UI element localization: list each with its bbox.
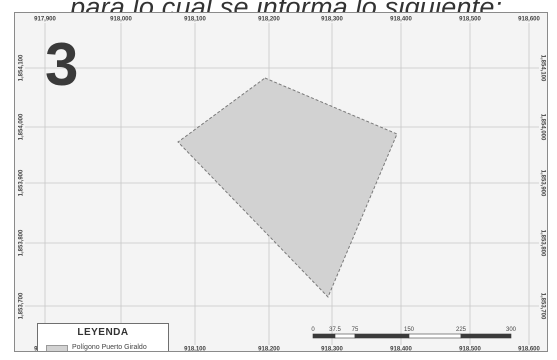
scale-bar-segment bbox=[354, 333, 410, 339]
scale-bar-label: 225 bbox=[456, 327, 467, 333]
scale-bar: 0 37.5 75 150 225 300 bbox=[311, 327, 517, 339]
x-tick-top: 918,100 bbox=[184, 17, 206, 23]
legend-box: LEYENDA Polígono Puerto Giraldo bbox=[37, 323, 169, 351]
coordinate-ticks: 917,900917,900918,000918,000918,100918,1… bbox=[19, 17, 546, 352]
x-tick-top: 918,300 bbox=[321, 17, 343, 23]
y-tick-right: 1,854,000 bbox=[539, 114, 545, 141]
x-tick-top: 917,900 bbox=[34, 17, 56, 23]
y-tick-right: 1,853,700 bbox=[539, 293, 545, 320]
map-canvas[interactable]: 917,900917,900918,000918,000918,100918,1… bbox=[15, 13, 548, 352]
map-frame[interactable]: 917,900917,900918,000918,000918,100918,1… bbox=[14, 12, 548, 352]
scale-bar-label: 150 bbox=[404, 327, 415, 333]
scale-bar-segment bbox=[312, 333, 336, 339]
legend-title: LEYENDA bbox=[77, 327, 129, 338]
x-tick-bottom: 918,200 bbox=[258, 347, 280, 352]
x-tick-bottom: 918,100 bbox=[184, 347, 206, 352]
x-tick-bottom: 918,400 bbox=[390, 347, 412, 352]
scale-bar-segment bbox=[460, 333, 512, 339]
legend-item-label: Polígono Puerto Giraldo bbox=[72, 344, 147, 351]
scale-bar-label: 0 bbox=[311, 327, 315, 333]
x-tick-top: 918,000 bbox=[110, 17, 132, 23]
scale-bar-segment bbox=[334, 333, 356, 339]
x-tick-top: 918,200 bbox=[258, 17, 280, 23]
x-tick-bottom: 918,600 bbox=[518, 347, 540, 352]
scale-bar-label: 37.5 bbox=[329, 327, 341, 333]
legend-swatch bbox=[46, 345, 68, 351]
y-tick-right: 1,853,800 bbox=[539, 230, 545, 257]
scale-bar-label: 300 bbox=[506, 327, 517, 333]
x-tick-bottom: 918,300 bbox=[321, 347, 343, 352]
poligono-puerto-giraldo[interactable] bbox=[177, 77, 398, 298]
y-tick-right: 1,854,100 bbox=[539, 55, 545, 82]
y-tick-left: 1,853,700 bbox=[19, 292, 25, 319]
y-tick-left: 1,854,000 bbox=[19, 113, 25, 140]
x-tick-top: 918,500 bbox=[459, 17, 481, 23]
y-tick-left: 1,853,800 bbox=[19, 229, 25, 256]
scale-bar-label: 75 bbox=[352, 327, 359, 333]
x-tick-bottom: 918,500 bbox=[459, 347, 481, 352]
scale-bar-segment bbox=[408, 333, 462, 339]
x-tick-top: 918,400 bbox=[390, 17, 412, 23]
y-tick-left: 1,853,900 bbox=[19, 169, 25, 196]
y-tick-left: 1,854,100 bbox=[19, 54, 25, 81]
x-tick-top: 918,600 bbox=[518, 17, 540, 23]
y-tick-right: 1,853,900 bbox=[539, 170, 545, 197]
figure-number: 3 bbox=[45, 31, 79, 98]
